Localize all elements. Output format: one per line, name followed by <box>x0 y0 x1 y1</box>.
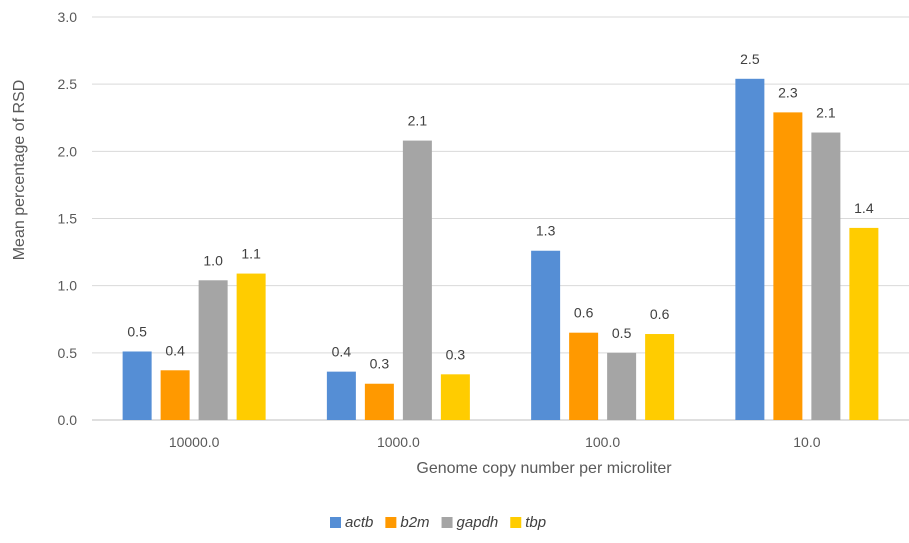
bar-actb-2 <box>531 250 561 420</box>
data-label: 0.5 <box>127 323 147 339</box>
bar-tbp-0 <box>236 273 266 420</box>
legend-item-actb: actb <box>330 514 373 531</box>
x-axis-ticks: 10000.0 1000.0 100.0 10.0 <box>169 434 821 450</box>
legend-label: actb <box>345 514 373 531</box>
legend: actb b2m gapdh tbp <box>330 514 546 531</box>
bars <box>122 78 879 421</box>
bar-b2m-2 <box>569 332 599 420</box>
legend-swatch <box>441 517 453 528</box>
bar-gapdh-0 <box>198 280 228 420</box>
y-tick-label: 0.5 <box>58 345 78 361</box>
legend-swatch <box>385 517 397 528</box>
data-label: 0.3 <box>370 356 390 372</box>
x-tick-label: 10.0 <box>793 434 820 450</box>
data-label: 1.4 <box>854 200 874 216</box>
legend-swatch <box>330 517 341 528</box>
y-tick-label: 1.5 <box>58 211 78 227</box>
bar-gapdh-2 <box>607 352 637 420</box>
data-label: 1.3 <box>536 223 556 239</box>
gridlines <box>92 16 909 421</box>
bar-b2m-0 <box>160 370 190 420</box>
bar-gapdh-1 <box>402 140 432 420</box>
data-label: 2.1 <box>816 105 836 121</box>
data-label: 2.3 <box>778 84 798 100</box>
data-label: 0.4 <box>165 342 185 358</box>
legend-label: tbp <box>525 514 546 531</box>
x-axis-title: Genome copy number per microliter <box>416 460 672 477</box>
y-axis-title: Mean percentage of RSD <box>11 80 28 261</box>
legend-label: b2m <box>400 514 429 531</box>
bar-gapdh-3 <box>811 132 841 420</box>
data-labels: 0.5 0.4 1.0 1.1 0.4 0.3 2.1 0.3 1.3 0.6 0.5 0.6 2.5 2… <box>127 51 873 372</box>
legend-item-tbp: tbp <box>510 514 546 531</box>
y-axis-ticks: 0.0 0.5 1.0 1.5 2.0 2.5 3.0 <box>58 9 78 428</box>
data-label: 2.5 <box>740 51 760 67</box>
data-label: 1.0 <box>203 252 223 268</box>
data-label: 0.5 <box>612 325 632 341</box>
data-label: 2.1 <box>408 113 428 129</box>
bar-actb-1 <box>326 371 356 420</box>
bar-b2m-1 <box>364 383 394 420</box>
x-tick-label: 100.0 <box>585 434 620 450</box>
y-tick-label: 2.0 <box>58 143 78 159</box>
data-label: 0.6 <box>574 305 594 321</box>
data-label: 0.6 <box>650 306 670 322</box>
y-tick-label: 3.0 <box>58 9 78 25</box>
legend-item-b2m: b2m <box>385 514 430 531</box>
y-tick-label: 2.5 <box>58 76 78 92</box>
bar-tbp-2 <box>645 334 675 420</box>
data-label: 0.4 <box>332 344 352 360</box>
y-tick-label: 0.0 <box>58 412 78 428</box>
y-tick-label: 1.0 <box>58 278 78 294</box>
legend-swatch <box>510 517 522 528</box>
bar-tbp-1 <box>440 374 470 420</box>
bar-b2m-3 <box>773 112 803 421</box>
x-tick-label: 1000.0 <box>377 434 420 450</box>
data-label: 1.1 <box>241 246 261 262</box>
bar-actb-0 <box>122 351 152 420</box>
bar-actb-3 <box>735 78 765 420</box>
x-tick-label: 10000.0 <box>169 434 220 450</box>
bar-tbp-3 <box>849 227 879 420</box>
legend-item-gapdh: gapdh <box>441 514 499 531</box>
data-label: 0.3 <box>446 346 466 362</box>
legend-label: gapdh <box>457 514 499 531</box>
